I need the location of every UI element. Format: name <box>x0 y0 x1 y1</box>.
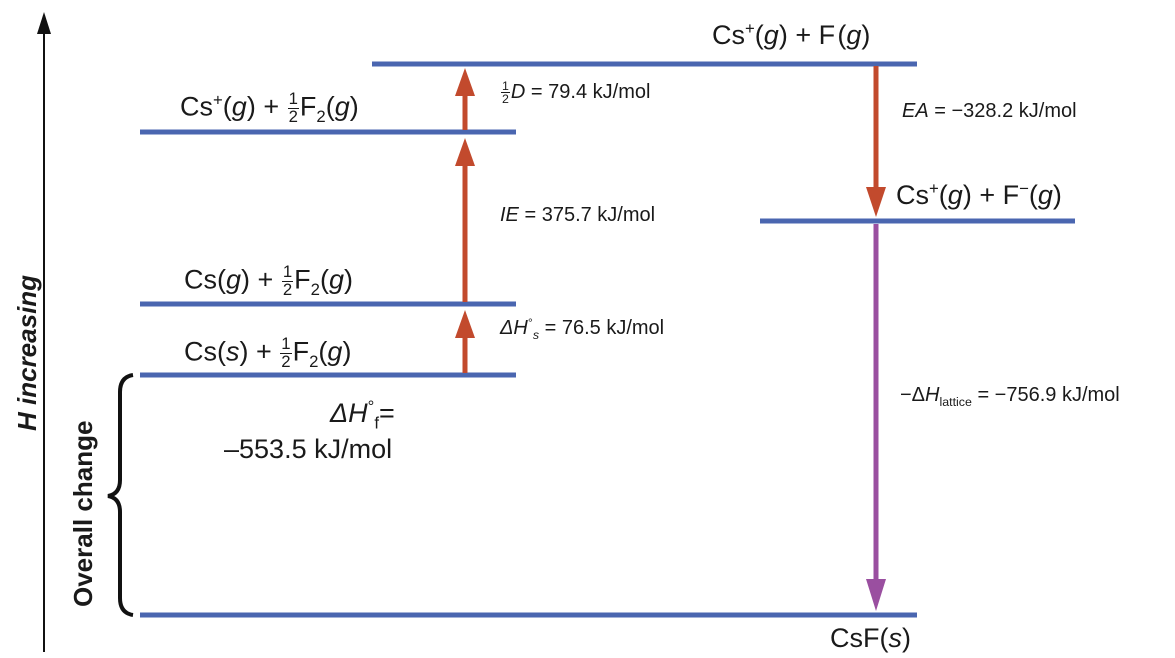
state-cs-gas-half-f2: Cs(g) + 1 2 F2(g) <box>184 262 353 299</box>
arrow-lattice-head <box>866 579 886 611</box>
axis-title: H increasing <box>12 274 42 431</box>
brace-label: Overall change <box>68 420 98 607</box>
arrow-dissociation-head <box>455 68 475 96</box>
state-cs-ion-f-atom: Cs+(g) + F (g) <box>712 19 871 50</box>
state-cs-ion-half-f2: Cs+(g) + 1 2 F2(g) <box>180 89 359 126</box>
label-lattice: −ΔHlattice = −756.9 kJ/mol <box>900 384 1120 409</box>
overall-change-brace <box>107 373 134 617</box>
arrow-ionization-head <box>455 138 475 166</box>
arrow-sublimation-head <box>455 310 475 338</box>
state-cs-solid-half-f2: Cs(s) + 1 2 F2(g) <box>184 334 352 371</box>
label-formation-value: –553.5 kJ/mol <box>224 434 393 464</box>
enthalpy-axis-arrowhead <box>37 12 51 34</box>
state-csf-solid: CsF(s) <box>830 623 911 653</box>
label-ionization: IE = 375.7 kJ/mol <box>500 204 656 226</box>
state-cs-ion-f-ion: Cs+(g) + F−(g) <box>896 179 1062 210</box>
label-electron-affinity: EA = −328.2 kJ/mol <box>902 100 1077 122</box>
label-formation-symbol: ΔH°f= <box>330 397 395 433</box>
label-sublimation: ΔH°s = 76.5 kJ/mol <box>500 315 665 342</box>
arrow-electron-affinity-head <box>866 187 886 217</box>
